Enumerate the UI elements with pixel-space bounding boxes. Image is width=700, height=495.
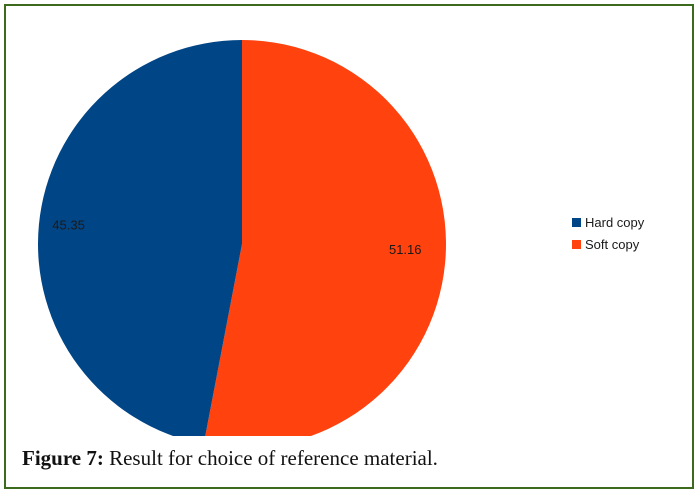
data-label-soft-copy: 51.16 <box>389 242 422 257</box>
figure-caption: Figure 7: Result for choice of reference… <box>22 446 438 471</box>
legend-swatch-hard-copy <box>572 218 581 227</box>
figure-frame: 45.35 51.16 Hard copy Soft copy Figure 7: R… <box>4 4 694 489</box>
pie-chart: 45.35 51.16 Hard copy Soft copy <box>38 40 645 436</box>
legend-label-soft-copy: Soft copy <box>585 237 640 252</box>
data-label-hard-copy: 45.35 <box>52 218 85 233</box>
legend-label-hard-copy: Hard copy <box>585 215 645 230</box>
legend-swatch-soft-copy <box>572 240 581 249</box>
pie-slice-soft-copy <box>205 40 446 436</box>
caption-text: Result for choice of reference material. <box>103 446 438 470</box>
caption-label: Figure 7: <box>22 446 104 470</box>
pie-slice-hard-copy <box>38 40 242 436</box>
